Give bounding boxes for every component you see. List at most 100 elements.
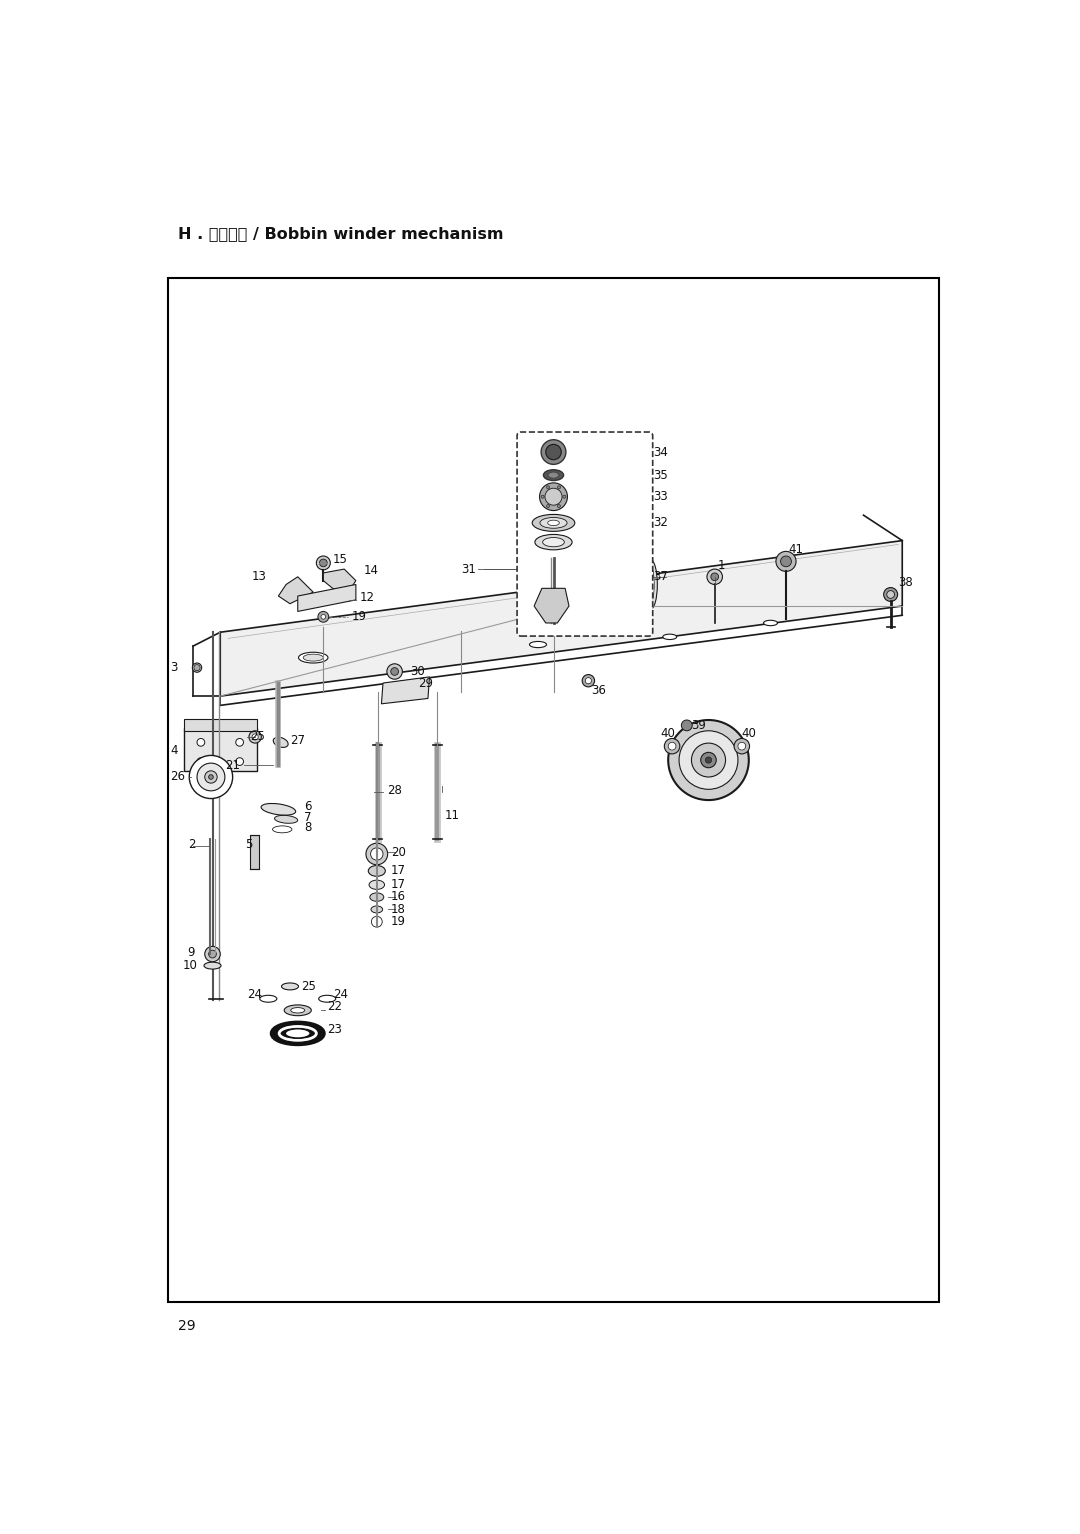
FancyBboxPatch shape bbox=[517, 433, 652, 637]
Text: 34: 34 bbox=[652, 445, 667, 459]
Circle shape bbox=[883, 588, 897, 601]
Circle shape bbox=[734, 738, 750, 753]
Text: 6: 6 bbox=[303, 799, 311, 813]
Text: 29: 29 bbox=[418, 676, 433, 690]
Text: 4: 4 bbox=[171, 744, 177, 756]
Ellipse shape bbox=[532, 514, 575, 531]
Circle shape bbox=[540, 483, 567, 511]
Ellipse shape bbox=[369, 881, 384, 890]
Text: 19: 19 bbox=[391, 916, 406, 928]
Ellipse shape bbox=[272, 825, 292, 833]
Ellipse shape bbox=[542, 537, 565, 546]
Text: 25: 25 bbox=[249, 730, 265, 744]
Text: 36: 36 bbox=[591, 684, 606, 698]
Circle shape bbox=[194, 666, 200, 670]
Text: 5: 5 bbox=[245, 838, 253, 851]
Circle shape bbox=[738, 742, 745, 750]
Circle shape bbox=[546, 486, 550, 489]
Circle shape bbox=[366, 844, 388, 865]
Circle shape bbox=[189, 755, 232, 799]
Polygon shape bbox=[298, 584, 356, 612]
Text: 11: 11 bbox=[445, 808, 460, 822]
Text: H . 卷线装置 / Bobbin winder mechanism: H . 卷线装置 / Bobbin winder mechanism bbox=[177, 225, 503, 241]
Circle shape bbox=[197, 758, 205, 765]
Ellipse shape bbox=[368, 865, 386, 876]
Circle shape bbox=[252, 733, 258, 739]
Text: 26: 26 bbox=[171, 770, 186, 784]
Text: 22: 22 bbox=[327, 1000, 342, 1012]
Circle shape bbox=[248, 730, 261, 742]
Circle shape bbox=[372, 916, 382, 927]
Circle shape bbox=[320, 558, 327, 566]
Ellipse shape bbox=[543, 469, 564, 480]
Ellipse shape bbox=[284, 1005, 311, 1016]
Text: 41: 41 bbox=[788, 543, 804, 557]
Circle shape bbox=[557, 486, 561, 489]
Circle shape bbox=[679, 730, 738, 790]
Text: 40: 40 bbox=[661, 727, 675, 739]
Ellipse shape bbox=[319, 996, 336, 1002]
Text: 24: 24 bbox=[333, 988, 348, 1002]
Ellipse shape bbox=[548, 472, 559, 479]
Circle shape bbox=[664, 738, 679, 753]
Text: 28: 28 bbox=[387, 784, 402, 798]
Text: 1: 1 bbox=[718, 558, 726, 572]
Text: 18: 18 bbox=[391, 904, 406, 916]
Text: 17: 17 bbox=[391, 865, 406, 877]
Circle shape bbox=[391, 667, 399, 675]
Circle shape bbox=[194, 664, 200, 670]
Circle shape bbox=[205, 946, 220, 962]
Text: 12: 12 bbox=[360, 591, 375, 604]
Ellipse shape bbox=[298, 652, 328, 663]
Circle shape bbox=[711, 572, 718, 581]
Ellipse shape bbox=[291, 1008, 305, 1012]
Polygon shape bbox=[535, 589, 569, 623]
Circle shape bbox=[235, 738, 243, 746]
Ellipse shape bbox=[260, 996, 276, 1002]
Bar bbox=[184, 719, 257, 730]
Ellipse shape bbox=[535, 534, 572, 549]
Ellipse shape bbox=[369, 893, 383, 902]
Circle shape bbox=[691, 742, 726, 778]
Circle shape bbox=[208, 950, 216, 957]
Ellipse shape bbox=[529, 641, 546, 647]
Text: 17: 17 bbox=[391, 879, 406, 891]
Text: 7: 7 bbox=[303, 810, 311, 824]
Text: 29: 29 bbox=[177, 1319, 195, 1333]
Circle shape bbox=[705, 756, 712, 762]
Circle shape bbox=[887, 591, 894, 598]
Text: 33: 33 bbox=[652, 491, 667, 503]
Ellipse shape bbox=[274, 816, 298, 824]
Circle shape bbox=[669, 719, 748, 801]
Circle shape bbox=[235, 758, 243, 765]
Text: 23: 23 bbox=[327, 1023, 342, 1035]
Circle shape bbox=[192, 663, 202, 672]
Ellipse shape bbox=[282, 983, 298, 989]
Ellipse shape bbox=[764, 620, 778, 626]
Circle shape bbox=[370, 848, 383, 861]
Circle shape bbox=[541, 440, 566, 465]
Text: 9: 9 bbox=[188, 946, 195, 959]
Circle shape bbox=[545, 445, 562, 460]
Bar bbox=[184, 729, 257, 770]
Polygon shape bbox=[279, 577, 313, 604]
Polygon shape bbox=[381, 676, 430, 704]
Text: 3: 3 bbox=[171, 661, 177, 673]
Ellipse shape bbox=[204, 962, 221, 969]
Text: 15: 15 bbox=[333, 552, 348, 566]
Text: 21: 21 bbox=[225, 759, 240, 772]
Circle shape bbox=[701, 752, 716, 767]
Ellipse shape bbox=[303, 653, 323, 661]
Text: 38: 38 bbox=[899, 577, 913, 589]
Circle shape bbox=[681, 719, 692, 730]
Circle shape bbox=[546, 505, 550, 508]
Text: 30: 30 bbox=[410, 666, 424, 678]
Circle shape bbox=[208, 775, 213, 779]
Circle shape bbox=[563, 495, 566, 499]
Circle shape bbox=[387, 664, 403, 680]
Text: 37: 37 bbox=[652, 571, 667, 583]
Circle shape bbox=[582, 675, 595, 687]
Polygon shape bbox=[220, 540, 902, 696]
Text: 8: 8 bbox=[303, 821, 311, 834]
Circle shape bbox=[545, 488, 562, 505]
